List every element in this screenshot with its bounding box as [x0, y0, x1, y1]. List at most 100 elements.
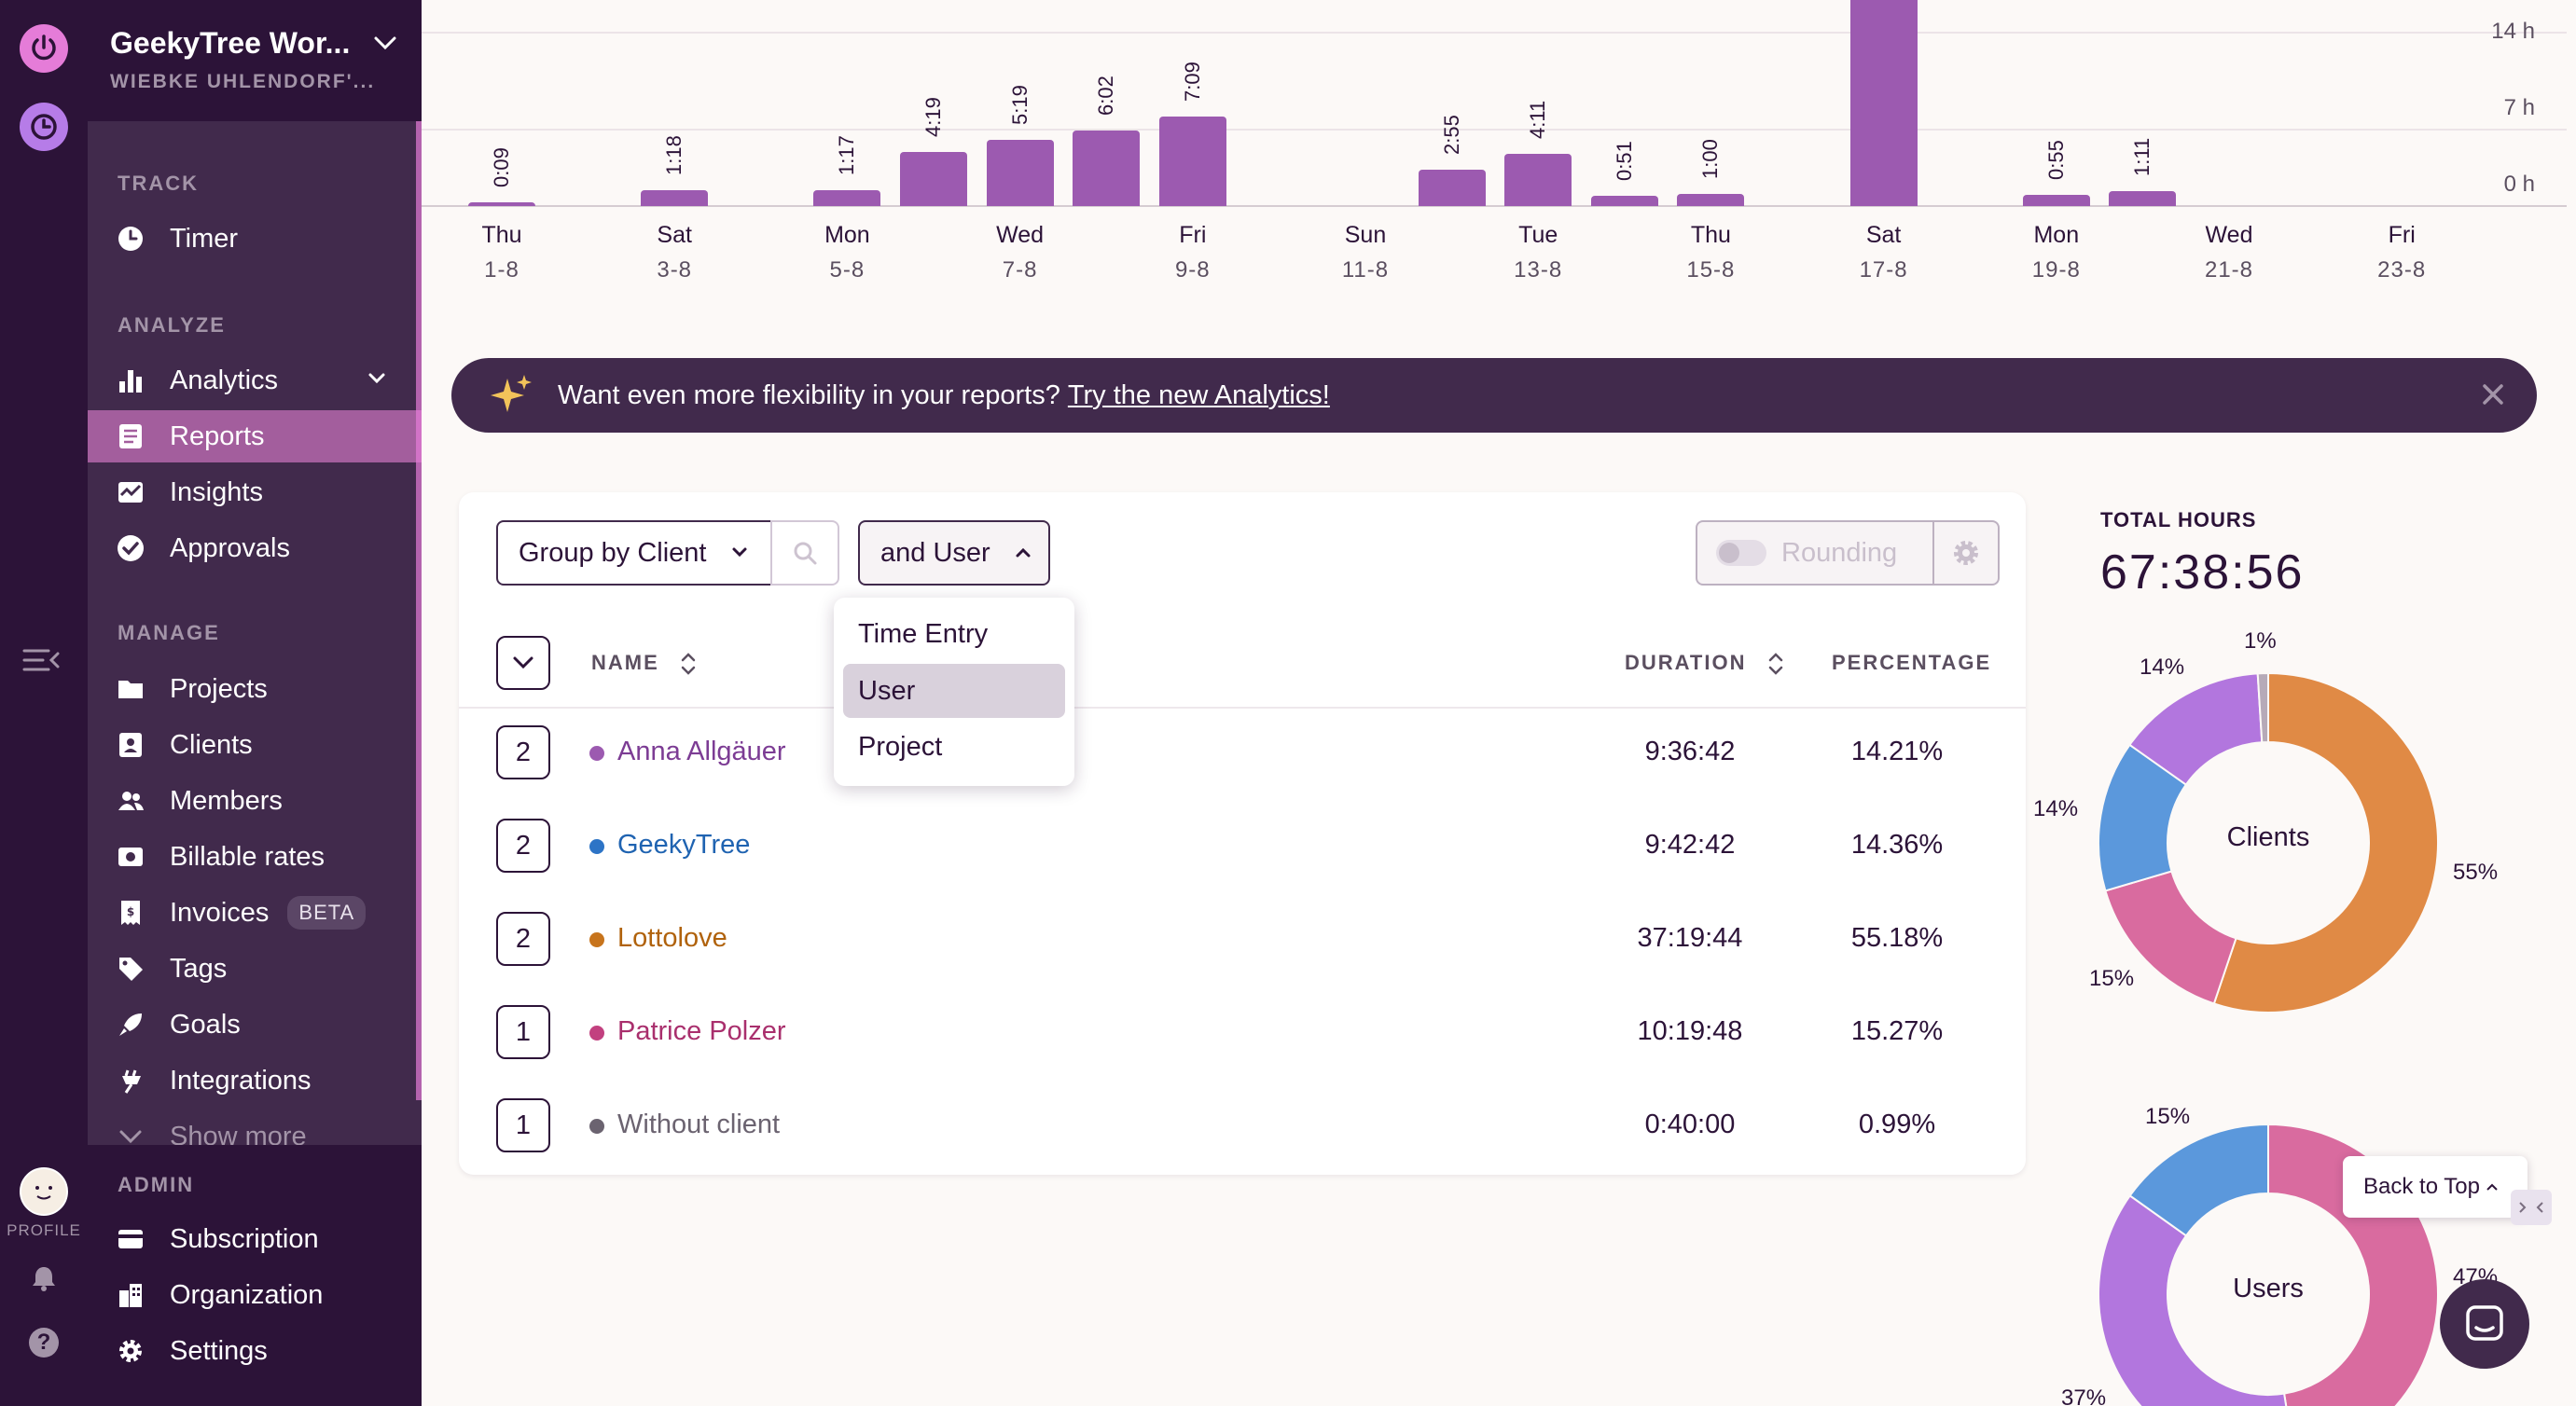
- insights-icon: [116, 477, 145, 507]
- sidebar-item-reports[interactable]: Reports: [88, 410, 422, 462]
- table-row[interactable]: 2 Lottolove 37:19:44 55.18%: [459, 895, 2026, 988]
- sidebar-item-invoices[interactable]: $ Invoices BETA: [88, 887, 422, 939]
- group-by-select[interactable]: Group by Client: [496, 520, 772, 586]
- x-tick-date: 7-8: [1002, 257, 1038, 283]
- chart-bar[interactable]: [2022, 194, 2090, 206]
- sidebar-item-billable-rates[interactable]: Billable rates: [88, 831, 422, 883]
- row-duration: 9:42:42: [1644, 830, 1736, 860]
- timer-power-icon[interactable]: [20, 24, 68, 73]
- sidebar-item-projects[interactable]: Projects: [88, 663, 422, 715]
- sidebar-item-analytics[interactable]: Analytics: [88, 354, 422, 407]
- x-tick-date: 9-8: [1174, 257, 1211, 283]
- client-name[interactable]: Lottolove: [617, 923, 727, 953]
- avatar[interactable]: [20, 1167, 68, 1216]
- bar-value-label: 1:17: [835, 135, 859, 175]
- x-tick-label: Fri 9-8: [1137, 218, 1249, 287]
- chart-bar[interactable]: [1677, 193, 1745, 206]
- chart-bar[interactable]: [2109, 191, 2177, 206]
- chart-bar[interactable]: [1504, 154, 1572, 206]
- table-row[interactable]: 1 Without client 0:40:00 0.99%: [459, 1082, 2026, 1175]
- chart-bar[interactable]: [1590, 195, 1658, 206]
- users-icon: [116, 786, 145, 816]
- sidebar-item-label: Tags: [170, 953, 228, 984]
- sidebar-item-subscription[interactable]: Subscription: [88, 1213, 422, 1265]
- chart-bar[interactable]: [468, 202, 535, 206]
- chart-bar[interactable]: [813, 189, 881, 206]
- gridline-14h: [422, 32, 2567, 34]
- toggle-switch: [1716, 540, 1766, 566]
- row-count[interactable]: 1: [496, 1098, 550, 1152]
- client-name[interactable]: Without client: [617, 1110, 781, 1139]
- client-name[interactable]: Anna Allgäuer: [617, 737, 786, 766]
- table-row[interactable]: 2 GeekyTree 9:42:42 14.36%: [459, 802, 2026, 895]
- x-tick-label: Fri 23-8: [2346, 218, 2458, 287]
- close-icon[interactable]: [2481, 382, 2505, 407]
- chart-bar[interactable]: [641, 189, 709, 206]
- chart-bar[interactable]: [1849, 0, 1918, 206]
- tag-icon: [116, 954, 145, 984]
- back-to-top-button[interactable]: Back to Top: [2343, 1156, 2528, 1218]
- sidebar-item-integrations[interactable]: Integrations: [88, 1054, 422, 1107]
- chart-bar[interactable]: [1418, 169, 1486, 206]
- chat-launcher-button[interactable]: [2440, 1279, 2529, 1369]
- search-button[interactable]: [770, 520, 839, 586]
- duration-column-header[interactable]: DURATION: [1625, 651, 1784, 677]
- dropdown-option-user[interactable]: User: [843, 664, 1065, 718]
- bell-icon[interactable]: [31, 1264, 57, 1292]
- donut-slice[interactable]: [2128, 1124, 2269, 1237]
- x-tick-label: Thu 1-8: [446, 218, 558, 287]
- x-tick-day: Thu: [481, 222, 522, 248]
- chat-icon: [2464, 1303, 2505, 1344]
- donut-slice[interactable]: [2098, 1194, 2295, 1406]
- sidebar-item-settings[interactable]: Settings: [88, 1325, 422, 1377]
- track-clock-icon[interactable]: [20, 103, 68, 151]
- sidebar-item-approvals[interactable]: Approvals: [88, 522, 422, 574]
- dropdown-option-time-entry[interactable]: Time Entry: [858, 618, 989, 649]
- sidebar-item-label: Clients: [170, 729, 253, 760]
- rounding-settings-button[interactable]: [1932, 520, 2000, 586]
- sidebar-item-members[interactable]: Members: [88, 775, 422, 827]
- x-tick-date: 15-8: [1686, 257, 1736, 283]
- chart-bar[interactable]: [1158, 117, 1226, 206]
- row-count[interactable]: 2: [496, 725, 550, 779]
- dropdown-option-project[interactable]: Project: [858, 731, 943, 762]
- collapse-panel-icon[interactable]: [2511, 1190, 2552, 1225]
- bar-value-label: 1:18: [662, 134, 686, 175]
- rocket-icon: [116, 1010, 145, 1040]
- help-icon[interactable]: ?: [29, 1328, 59, 1358]
- donut-slice[interactable]: [2212, 673, 2438, 1013]
- sidebar-scroll-accent: [416, 121, 422, 1100]
- workspace-name: GeekyTree Wor...: [110, 26, 351, 60]
- banner-link[interactable]: Try the new Analytics!: [1067, 379, 1330, 410]
- row-count[interactable]: 1: [496, 1005, 550, 1059]
- table-row[interactable]: 1 Patrice Polzer 10:19:48 15.27%: [459, 988, 2026, 1082]
- and-user-select[interactable]: and User: [858, 520, 1050, 586]
- x-tick-label: Tue 13-8: [1482, 218, 1594, 287]
- chart-bar[interactable]: [1073, 131, 1141, 206]
- bar-value-label: 0:55: [2043, 139, 2068, 180]
- sidebar-item-goals[interactable]: Goals: [88, 999, 422, 1051]
- sidebar-item-timer[interactable]: Timer: [88, 213, 422, 265]
- name-column-header[interactable]: NAME: [591, 651, 697, 677]
- sidebar-item-insights[interactable]: Insights: [88, 466, 422, 518]
- donut-slice[interactable]: [2256, 673, 2269, 744]
- row-count[interactable]: 2: [496, 819, 550, 873]
- workspace-switcher[interactable]: GeekyTree Wor... WIEBKE UHLENDORF'...: [88, 0, 422, 121]
- y-tick-label: 7 h: [2503, 95, 2535, 120]
- x-tick-label: Wed 21-8: [2173, 218, 2285, 287]
- sidebar-item-label: Goals: [170, 1009, 241, 1040]
- client-name[interactable]: Patrice Polzer: [617, 1016, 786, 1046]
- sidebar-item-tags[interactable]: Tags: [88, 943, 422, 995]
- chart-bar[interactable]: [986, 139, 1054, 206]
- expand-all-button[interactable]: [496, 636, 550, 690]
- sidebar-item-clients[interactable]: Clients: [88, 719, 422, 771]
- gridline-7h: [422, 129, 2567, 131]
- x-tick-day: Sun: [1344, 222, 1387, 248]
- client-name[interactable]: GeekyTree: [617, 830, 751, 860]
- rounding-toggle[interactable]: Rounding: [1696, 520, 1934, 586]
- row-count[interactable]: 2: [496, 912, 550, 966]
- collapse-sidebar-icon[interactable]: [22, 645, 60, 675]
- chart-bar[interactable]: [900, 152, 967, 206]
- sidebar-item-organization[interactable]: Organization: [88, 1269, 422, 1321]
- table-row[interactable]: 2 Anna Allgäuer 9:36:42 14.21%: [459, 709, 2026, 802]
